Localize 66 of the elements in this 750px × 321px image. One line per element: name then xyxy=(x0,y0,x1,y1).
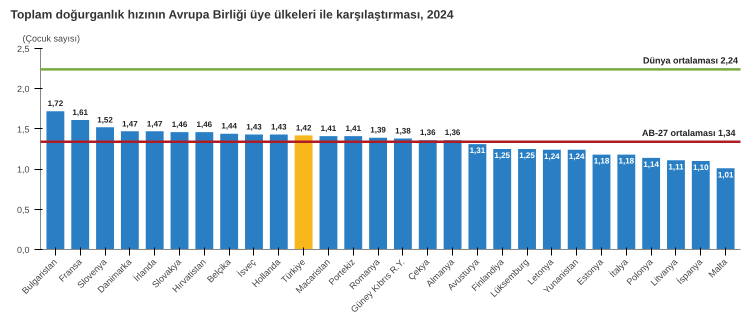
bar xyxy=(146,131,164,250)
bar xyxy=(344,136,362,250)
bar xyxy=(294,135,313,250)
bar xyxy=(195,132,214,250)
data-label: 1,47 xyxy=(122,119,138,128)
data-label: 1,52 xyxy=(97,115,114,124)
y-tick-label: 2,5 xyxy=(16,44,30,54)
data-label: 1,46 xyxy=(172,120,188,130)
data-label: 1,44 xyxy=(221,122,238,131)
bar xyxy=(642,158,660,250)
data-label: 1,18 xyxy=(594,156,610,166)
data-label: 1,24 xyxy=(568,152,586,161)
bar xyxy=(542,150,561,250)
bar xyxy=(518,149,536,250)
data-label: 1,36 xyxy=(420,128,436,138)
bar xyxy=(568,150,586,250)
data-label: 1,41 xyxy=(320,124,337,134)
data-label: 1,41 xyxy=(345,124,362,134)
data-label: 1,72 xyxy=(48,99,64,108)
bar xyxy=(120,131,139,250)
data-label: 1,38 xyxy=(395,126,412,136)
data-label: 1,46 xyxy=(196,120,213,130)
bar xyxy=(320,136,338,250)
data-label: 1,24 xyxy=(544,152,560,161)
data-label: 1,25 xyxy=(494,151,511,160)
bar xyxy=(667,160,685,250)
data-label: 1,47 xyxy=(146,119,164,128)
y-tick-label: 0,0 xyxy=(16,245,30,255)
y-tick-label: 2,0 xyxy=(16,84,30,94)
bar xyxy=(96,127,114,250)
bar xyxy=(369,138,388,250)
y-tick-label: 1,0 xyxy=(16,164,30,175)
data-label: 1,61 xyxy=(72,108,89,118)
data-label: 1,39 xyxy=(370,126,386,135)
bar xyxy=(468,144,486,250)
bar xyxy=(46,111,64,250)
ref-line-label: AB-27 ortalaması 1,34 xyxy=(642,128,736,138)
data-label: 1,31 xyxy=(470,146,486,156)
data-label: 1,10 xyxy=(693,163,710,172)
data-label: 1,36 xyxy=(444,128,461,138)
data-label: 1,25 xyxy=(519,151,536,160)
bar xyxy=(617,154,636,250)
bar xyxy=(592,154,610,250)
data-label: 1,11 xyxy=(668,162,684,172)
bar xyxy=(170,132,188,250)
data-label: 1,18 xyxy=(618,156,635,166)
data-label: 1,01 xyxy=(718,170,734,180)
bar xyxy=(444,140,462,250)
chart-title: Toplam doğurganlık hızının Avrupa Birliği üye ülkeleri ile karşılaştırması, 2024 xyxy=(10,8,454,22)
bar xyxy=(716,168,735,250)
data-label: 1,43 xyxy=(246,122,262,132)
bar xyxy=(418,140,437,250)
data-label: 1,14 xyxy=(643,160,660,169)
y-tick-label: 0,5 xyxy=(16,204,30,215)
bar xyxy=(245,134,263,250)
y-tick-label: 1,5 xyxy=(16,124,30,134)
bar xyxy=(220,134,238,250)
data-label: 1,42 xyxy=(296,123,312,132)
bar xyxy=(493,149,512,250)
bar xyxy=(394,138,412,250)
data-label: 1,43 xyxy=(271,122,288,132)
ref-line-label: Dünya ortalaması 2,24 xyxy=(642,55,738,66)
bar xyxy=(692,161,710,250)
y-axis-title: (Çocuk sayısı) xyxy=(22,34,80,44)
bar xyxy=(71,120,90,250)
bar xyxy=(270,134,288,250)
